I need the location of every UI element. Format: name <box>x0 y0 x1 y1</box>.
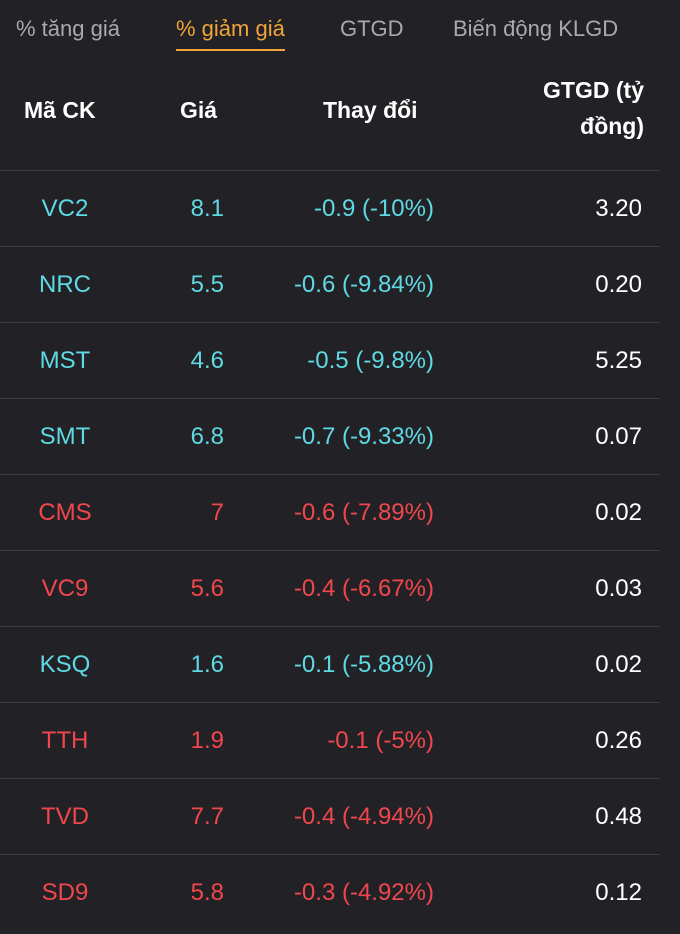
table-row[interactable]: SD9 5.8 -0.3 (-4.92%) 0.12 <box>0 855 660 930</box>
stock-price: 1.6 <box>190 651 224 678</box>
stock-code: MST <box>39 347 91 374</box>
stock-change: -0.1 (-5.88%) <box>293 651 434 678</box>
stock-value: 0.07 <box>595 423 642 450</box>
stock-change: -0.5 (-9.8%) <box>307 347 434 374</box>
stock-value: 0.02 <box>595 651 642 678</box>
tab-volume-change[interactable]: Biến động KLGD <box>453 16 619 41</box>
tab-trading-value[interactable]: GTGD <box>340 16 404 41</box>
stock-change: -0.4 (-4.94%) <box>293 803 434 830</box>
stock-value: 0.03 <box>595 575 642 602</box>
stock-change: -0.1 (-5%) <box>327 727 434 754</box>
stock-price: 5.5 <box>190 271 224 298</box>
stock-code: VC2 <box>41 195 89 222</box>
stock-value: 0.48 <box>595 803 642 830</box>
stock-value: 0.26 <box>595 727 642 754</box>
table-row[interactable]: TVD 7.7 -0.4 (-4.94%) 0.48 <box>0 779 660 855</box>
stock-price: 6.8 <box>190 423 224 450</box>
table-row[interactable]: VC2 8.1 -0.9 (-10%) 3.20 <box>0 171 660 247</box>
table-row[interactable]: KSQ 1.6 -0.1 (-5.88%) 0.02 <box>0 627 660 703</box>
stock-value: 0.20 <box>595 271 642 298</box>
stock-price: 8.1 <box>190 195 224 222</box>
stock-change: -0.9 (-10%) <box>313 195 434 222</box>
stock-code: TTH <box>41 727 89 754</box>
stock-price: 5.8 <box>190 879 224 906</box>
tab-top-gainers[interactable]: % tăng giá <box>16 16 120 41</box>
stock-value: 0.02 <box>595 499 642 526</box>
header-code: Mã CK <box>24 97 96 123</box>
stock-change: -0.6 (-9.84%) <box>293 271 434 298</box>
stock-value: 5.25 <box>595 347 642 374</box>
stock-code: SMT <box>39 423 91 450</box>
stock-code: SD9 <box>41 879 89 906</box>
stock-value: 0.12 <box>595 879 642 906</box>
stock-change: -0.6 (-7.89%) <box>293 499 434 526</box>
stock-change: -0.7 (-9.33%) <box>293 423 434 450</box>
table-row[interactable]: SMT 6.8 -0.7 (-9.33%) 0.07 <box>0 399 660 475</box>
tab-bar: % tăng giá % giảm giá GTGD Biến động KLG… <box>0 0 680 62</box>
header-value-line2: đồng) <box>580 113 644 139</box>
table-row[interactable]: MST 4.6 -0.5 (-9.8%) 5.25 <box>0 323 660 399</box>
stock-change: -0.4 (-6.67%) <box>293 575 434 602</box>
table-row[interactable]: TTH 1.9 -0.1 (-5%) 0.26 <box>0 703 660 779</box>
table-row[interactable]: CMS 7 -0.6 (-7.89%) 0.02 <box>0 475 660 551</box>
stock-table: VC2 8.1 -0.9 (-10%) 3.20 NRC 5.5 -0.6 (-9.84%)… <box>0 171 680 930</box>
stock-price: 1.9 <box>190 727 224 754</box>
stock-price: 4.6 <box>190 347 224 374</box>
table-row[interactable]: NRC 5.5 -0.6 (-9.84%) 0.20 <box>0 247 660 323</box>
table-header: Mã CK Giá Thay đổi GTGD (tỷ đồng) <box>0 62 660 171</box>
stock-price: 7 <box>210 499 224 526</box>
header-price: Giá <box>180 97 218 123</box>
stock-value: 3.20 <box>595 195 642 222</box>
stock-price: 5.6 <box>190 575 224 602</box>
table-row[interactable]: VC9 5.6 -0.4 (-6.67%) 0.03 <box>0 551 660 627</box>
stock-code: NRC <box>39 271 91 298</box>
stock-change: -0.3 (-4.92%) <box>293 879 434 906</box>
header-change: Thay đổi <box>323 97 418 123</box>
stock-code: VC9 <box>41 575 89 602</box>
header-value-line1: GTGD (tỷ <box>543 77 644 103</box>
stock-code: TVD <box>41 803 89 830</box>
tab-top-losers[interactable]: % giảm giá <box>176 16 285 51</box>
stock-price: 7.7 <box>190 803 224 830</box>
stock-code: CMS <box>38 499 92 526</box>
stock-code: KSQ <box>39 651 91 678</box>
